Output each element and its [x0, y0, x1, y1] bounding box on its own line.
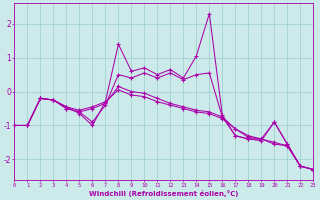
X-axis label: Windchill (Refroidissement éolien,°C): Windchill (Refroidissement éolien,°C)	[89, 190, 238, 197]
